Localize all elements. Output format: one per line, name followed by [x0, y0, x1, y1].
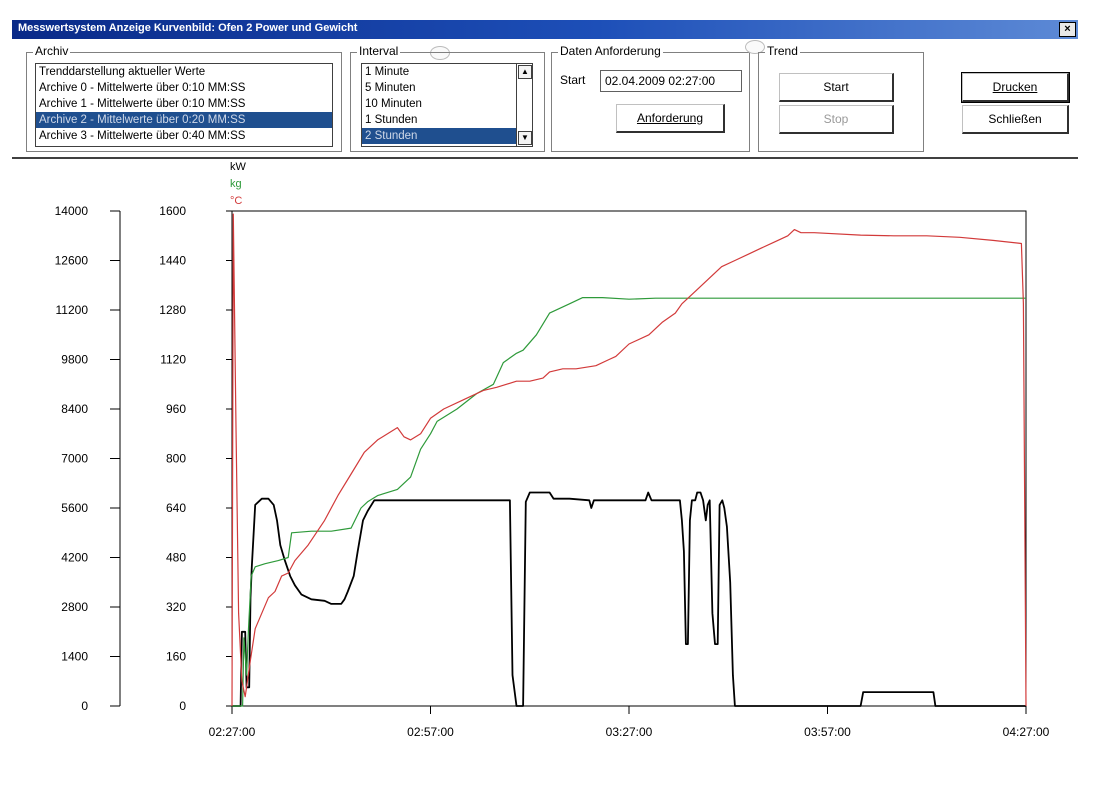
archiv-group: Archiv Trenddarstellung aktueller Werte … [26, 44, 342, 152]
left-axis-tick-label: 8400 [61, 402, 88, 416]
chart-series [231, 213, 1027, 707]
right-axis-tick-label: 1280 [159, 303, 186, 317]
window-title: Messwertsystem Anzeige Kurvenbild: Ofen … [18, 22, 358, 34]
series-line-0 [232, 491, 1026, 707]
right-axis-tick-label: 160 [166, 650, 186, 664]
left-axis-tick-label: 0 [81, 699, 88, 713]
trend-stop-button[interactable]: Stop [779, 105, 894, 134]
archiv-list-item[interactable]: Archive 0 - Mittelwerte über 0:10 MM:SS [39, 82, 246, 94]
right-axis-tick-label: 1440 [159, 254, 186, 268]
archiv-list-item[interactable]: Archive 3 - Mittelwerte über 0:40 MM:SS [39, 130, 246, 142]
trend-legend: Trend [765, 44, 800, 58]
daten-legend: Daten Anforderung [558, 44, 663, 58]
title-bar: Messwertsystem Anzeige Kurvenbild: Ofen … [12, 20, 1078, 39]
interval-list-item[interactable]: 1 Minute [365, 66, 410, 78]
slider-knob-icon [430, 46, 450, 60]
left-axis-tick-label: 9800 [61, 353, 88, 367]
interval-list-item-selected[interactable]: 2 Stunden [362, 128, 532, 144]
interval-group: Interval 1 Minute 5 Minuten 10 Minuten 1… [350, 44, 545, 152]
x-axis-tick-label: 03:57:00 [804, 725, 851, 739]
archiv-list-item[interactable]: Archive 1 - Mittelwerte über 0:10 MM:SS [39, 98, 246, 110]
anforderung-button[interactable]: Anforderung [616, 104, 725, 133]
right-axis-tick-label: 0 [179, 699, 186, 713]
trend-group: Trend Start Stop [758, 44, 924, 152]
x-axis-tick-label: 02:57:00 [407, 725, 454, 739]
left-axis-tick-label: 11200 [56, 303, 89, 317]
chart-axes: 0 0 1400 160 2800 320 4200 480 5600 640 7000 800 840… [55, 161, 1050, 739]
trend-chart: 0 0 1400 160 2800 320 4200 480 5600 640 7000 800 840… [55, 161, 1050, 739]
left-axis-tick-label: 1400 [61, 650, 88, 664]
left-axis-tick-label: 14000 [55, 204, 89, 218]
archiv-list-item[interactable]: Trenddarstellung aktueller Werte [39, 66, 206, 78]
slider-knob-icon [745, 40, 765, 54]
left-axis-tick-label: 7000 [61, 452, 88, 466]
plot-frame [231, 210, 1027, 707]
left-axis-tick-label: 4200 [61, 551, 88, 565]
archiv-list[interactable]: Trenddarstellung aktueller Werte Archive… [35, 63, 333, 147]
start-label: Start [560, 73, 586, 87]
right-axis-tick-label: 640 [166, 501, 186, 515]
start-datetime-field[interactable]: 02.04.2009 02:27:00 [600, 70, 742, 92]
interval-list-item[interactable]: 10 Minuten [365, 98, 422, 110]
left-axis-tick-label: 5600 [61, 501, 88, 515]
unit-label: kg [230, 178, 242, 190]
daten-anforderung-group: Daten Anforderung Start 02.04.2009 02:27… [551, 44, 750, 152]
unit-label: kW [230, 161, 247, 173]
x-axis-tick-label: 03:27:00 [606, 725, 653, 739]
x-axis-tick-label: 02:27:00 [209, 725, 256, 739]
series-line-1 [232, 297, 1026, 707]
anforderung-button-label: Anforderung [636, 111, 704, 125]
left-axis-tick-label: 2800 [61, 600, 88, 614]
right-axis-tick-label: 960 [166, 402, 186, 416]
interval-legend: Interval [357, 44, 401, 58]
right-axis-tick-label: 1600 [159, 204, 186, 218]
schliessen-button[interactable]: Schließen [962, 105, 1069, 134]
right-axis-tick-label: 800 [166, 452, 186, 466]
right-axis-tick-label: 480 [166, 551, 186, 565]
left-axis-tick-label: 12600 [55, 254, 89, 268]
right-axis-tick-label: 1120 [160, 353, 186, 367]
interval-scrollbar[interactable]: ▲ ▼ [516, 64, 532, 146]
close-icon[interactable]: × [1059, 22, 1076, 37]
trend-start-button[interactable]: Start [779, 73, 894, 102]
drucken-button[interactable]: Drucken [961, 72, 1070, 103]
series-line-2 [231, 213, 1027, 707]
x-axis-tick-label: 04:27:00 [1003, 725, 1050, 739]
drucken-button-label: Drucken [992, 80, 1038, 94]
right-axis-tick-label: 320 [166, 600, 186, 614]
scroll-down-icon[interactable]: ▼ [518, 131, 532, 145]
scroll-up-icon[interactable]: ▲ [518, 65, 532, 79]
archiv-legend: Archiv [33, 44, 71, 58]
unit-label: °C [230, 195, 242, 207]
archiv-list-item-selected[interactable]: Archive 2 - Mittelwerte über 0:20 MM:SS [36, 112, 332, 128]
separator [12, 157, 1078, 159]
interval-list-item[interactable]: 1 Stunden [365, 114, 418, 126]
interval-list-item[interactable]: 5 Minuten [365, 82, 416, 94]
interval-list[interactable]: 1 Minute 5 Minuten 10 Minuten 1 Stunden … [361, 63, 533, 147]
